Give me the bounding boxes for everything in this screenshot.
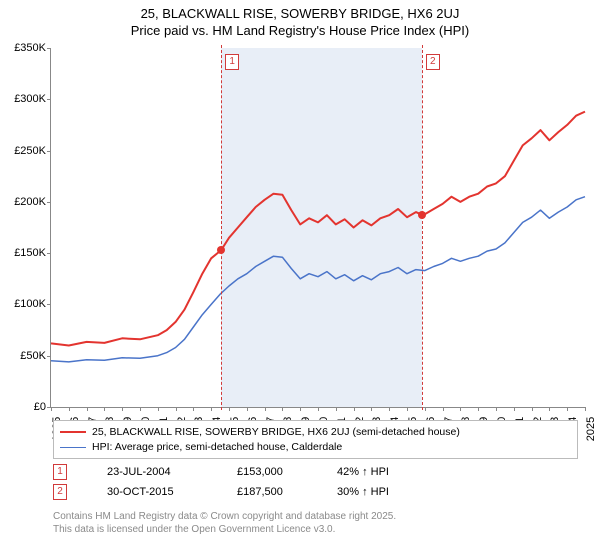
x-tick — [532, 407, 533, 411]
chart-title: 25, BLACKWALL RISE, SOWERBY BRIDGE, HX6 … — [0, 0, 600, 40]
legend-label: 25, BLACKWALL RISE, SOWERBY BRIDGE, HX6 … — [92, 425, 460, 440]
sale-vline — [221, 45, 222, 410]
x-tick — [247, 407, 248, 411]
y-axis-label: £0 — [1, 401, 46, 413]
table-row: 1 23-JUL-2004 £153,000 42% ↑ HPI — [53, 462, 437, 482]
y-axis-label: £350K — [1, 42, 46, 54]
attribution-line: This data is licensed under the Open Gov… — [53, 523, 396, 536]
x-tick — [460, 407, 461, 411]
sale-date: 23-JUL-2004 — [107, 466, 237, 478]
sale-dot — [217, 246, 225, 254]
x-tick — [496, 407, 497, 411]
x-tick — [87, 407, 88, 411]
y-axis-label: £300K — [1, 93, 46, 105]
y-axis-label: £250K — [1, 145, 46, 157]
x-tick — [389, 407, 390, 411]
legend-row: HPI: Average price, semi-detached house,… — [60, 440, 571, 455]
x-tick — [282, 407, 283, 411]
sale-pct: 42% ↑ HPI — [337, 466, 437, 478]
legend-swatch — [60, 431, 86, 433]
series-layer — [51, 48, 585, 407]
legend-swatch — [60, 447, 86, 448]
x-tick — [354, 407, 355, 411]
x-tick — [425, 407, 426, 411]
title-line1: 25, BLACKWALL RISE, SOWERBY BRIDGE, HX6 … — [0, 6, 600, 23]
attribution: Contains HM Land Registry data © Crown c… — [53, 510, 396, 536]
x-tick — [51, 407, 52, 411]
y-axis-label: £200K — [1, 196, 46, 208]
legend-label: HPI: Average price, semi-detached house,… — [92, 440, 342, 455]
y-axis-label: £150K — [1, 247, 46, 259]
x-tick — [443, 407, 444, 411]
sale-marker-icon: 1 — [53, 464, 67, 480]
x-tick — [300, 407, 301, 411]
legend: 25, BLACKWALL RISE, SOWERBY BRIDGE, HX6 … — [53, 420, 578, 459]
x-tick — [478, 407, 479, 411]
sale-price: £187,500 — [237, 486, 337, 498]
x-tick — [585, 407, 586, 411]
sale-date: 30-OCT-2015 — [107, 486, 237, 498]
x-tick — [229, 407, 230, 411]
x-tick — [176, 407, 177, 411]
attribution-line: Contains HM Land Registry data © Crown c… — [53, 510, 396, 523]
x-tick — [265, 407, 266, 411]
y-axis-label: £100K — [1, 298, 46, 310]
x-tick — [371, 407, 372, 411]
x-tick — [407, 407, 408, 411]
sale-marker-box: 2 — [426, 54, 440, 70]
x-tick — [122, 407, 123, 411]
y-axis-label: £50K — [1, 350, 46, 362]
legend-row: 25, BLACKWALL RISE, SOWERBY BRIDGE, HX6 … — [60, 425, 571, 440]
sale-price: £153,000 — [237, 466, 337, 478]
title-line2: Price paid vs. HM Land Registry's House … — [0, 23, 600, 40]
x-tick — [69, 407, 70, 411]
sale-dot — [418, 211, 426, 219]
chart-container: 25, BLACKWALL RISE, SOWERBY BRIDGE, HX6 … — [0, 0, 600, 560]
table-row: 2 30-OCT-2015 £187,500 30% ↑ HPI — [53, 482, 437, 502]
x-tick — [318, 407, 319, 411]
x-tick — [211, 407, 212, 411]
sale-marker-box: 1 — [225, 54, 239, 70]
sale-pct: 30% ↑ HPI — [337, 486, 437, 498]
x-tick — [549, 407, 550, 411]
x-tick — [336, 407, 337, 411]
x-tick — [158, 407, 159, 411]
sales-table: 1 23-JUL-2004 £153,000 42% ↑ HPI 2 30-OC… — [53, 462, 437, 502]
x-tick — [104, 407, 105, 411]
sale-vline — [422, 45, 423, 410]
x-tick — [193, 407, 194, 411]
x-axis-label: 2025 — [585, 417, 597, 441]
sale-marker-icon: 2 — [53, 484, 67, 500]
x-tick — [140, 407, 141, 411]
plot-area: £0£50K£100K£150K£200K£250K£300K£350K1995… — [50, 48, 585, 408]
series-line-property — [51, 112, 585, 346]
x-tick — [514, 407, 515, 411]
x-tick — [567, 407, 568, 411]
